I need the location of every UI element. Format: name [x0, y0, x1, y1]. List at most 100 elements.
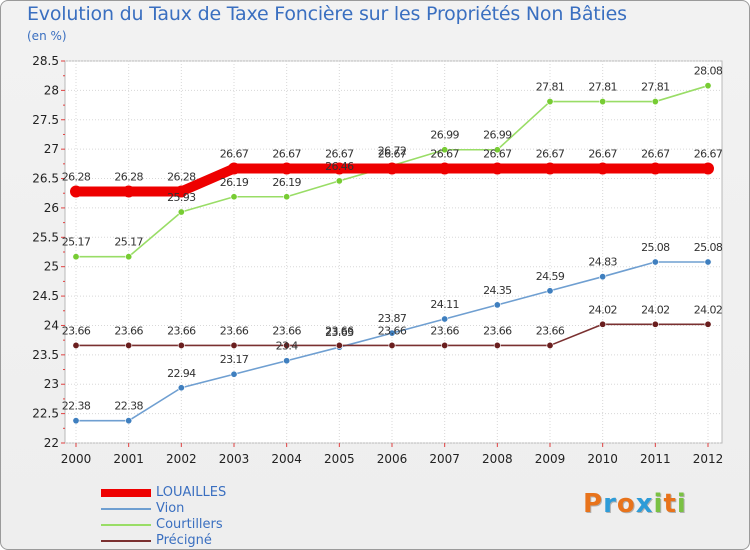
- data-point: [599, 98, 607, 106]
- y-tick-label: 24.5: [32, 289, 59, 303]
- x-tick-label: 2005: [324, 452, 355, 466]
- data-label: 26.99: [430, 129, 459, 142]
- x-tick-label: 2006: [377, 452, 408, 466]
- data-point: [283, 193, 291, 201]
- y-tick-label: 23: [44, 377, 59, 391]
- x-tick-label: 2001: [113, 452, 144, 466]
- data-label: 23.66: [378, 324, 407, 337]
- data-label: 26.67: [325, 148, 354, 161]
- data-point: [177, 341, 185, 349]
- legend-swatch: [101, 524, 151, 526]
- data-label: 27.81: [588, 81, 617, 94]
- legend-swatch: [101, 489, 151, 497]
- data-point: [280, 162, 293, 175]
- data-label: 25.17: [62, 236, 91, 249]
- data-label: 25.17: [114, 236, 143, 249]
- x-tick-label: 2011: [640, 452, 671, 466]
- legend-swatch: [101, 508, 151, 510]
- x-tick-label: 2003: [219, 452, 250, 466]
- data-point: [72, 417, 80, 425]
- data-point: [651, 320, 659, 328]
- x-tick-label: 2012: [693, 452, 724, 466]
- data-label: 26.67: [272, 148, 301, 161]
- data-point: [230, 193, 238, 201]
- data-label: 24.11: [430, 298, 459, 311]
- data-label: 26.99: [483, 129, 512, 142]
- proxiti-logo: Proxiti: [583, 489, 687, 519]
- y-tick-label: 28.5: [32, 54, 59, 68]
- legend-label: Vion: [156, 501, 185, 516]
- data-label: 22.38: [62, 400, 91, 413]
- y-tick-label: 27.5: [32, 113, 59, 127]
- data-label: 26.67: [536, 148, 565, 161]
- data-point: [230, 370, 238, 378]
- data-point: [125, 253, 133, 261]
- data-point: [230, 341, 238, 349]
- data-label: 23.66: [430, 324, 459, 337]
- data-point: [441, 341, 449, 349]
- data-label-layer: 26.28 26.28 26.28 26.67 26.67 26.67 26.67 26.67…: [62, 65, 724, 413]
- data-point: [651, 258, 659, 266]
- y-tick-label: 27: [44, 142, 59, 156]
- x-tick-label: 2008: [482, 452, 513, 466]
- data-label: 25.93: [167, 191, 196, 204]
- data-label: 26.67: [430, 148, 459, 161]
- data-label: 24.02: [694, 303, 723, 316]
- data-point: [283, 341, 291, 349]
- data-label: 26.19: [220, 176, 249, 189]
- data-point: [704, 258, 712, 266]
- data-label: 24.02: [588, 303, 617, 316]
- series-layer: [70, 82, 714, 425]
- data-point: [177, 384, 185, 392]
- data-label: 26.67: [220, 148, 249, 161]
- data-label: 26.19: [272, 176, 301, 189]
- data-label: 24.35: [483, 284, 512, 297]
- data-label: 22.94: [167, 367, 196, 380]
- y-tick-label: 22: [44, 436, 59, 450]
- data-point: [596, 162, 609, 175]
- data-label: 23.4: [276, 340, 299, 353]
- chart-title: Evolution du Taux de Taxe Foncière sur l…: [27, 3, 627, 25]
- legend-label: Précigné: [156, 533, 212, 548]
- data-label: 23.66: [220, 324, 249, 337]
- data-label: 26.72: [378, 145, 407, 158]
- data-point: [125, 341, 133, 349]
- data-label: 26.28: [62, 170, 91, 183]
- data-label: 26.28: [167, 170, 196, 183]
- data-point: [704, 82, 712, 90]
- data-point: [72, 341, 80, 349]
- data-label: 26.67: [694, 148, 723, 161]
- data-label: 26.28: [114, 170, 143, 183]
- data-label: 26.67: [641, 148, 670, 161]
- data-point: [228, 162, 240, 175]
- data-point: [493, 146, 501, 154]
- data-label: 23.66: [62, 324, 91, 337]
- data-point: [546, 98, 554, 106]
- data-point: [599, 320, 607, 328]
- data-point: [335, 177, 343, 185]
- data-point: [649, 162, 662, 175]
- data-point: [493, 341, 501, 349]
- legend-label: LOUAILLES: [156, 485, 227, 500]
- data-point: [386, 162, 398, 175]
- x-tick-label: 2002: [166, 452, 197, 466]
- data-point: [441, 146, 449, 154]
- data-label: 24.02: [641, 303, 670, 316]
- y-tick-label: 22.5: [32, 407, 59, 421]
- y-tick-label: 23.5: [32, 348, 59, 362]
- grid-layer: [64, 60, 723, 444]
- data-point: [438, 162, 451, 175]
- y-tick-label: 26: [44, 201, 59, 215]
- data-point: [651, 98, 659, 106]
- x-tick-label: 2009: [535, 452, 566, 466]
- data-label: 23.66: [114, 324, 143, 337]
- y-tick-label: 25: [44, 260, 59, 274]
- x-tick-label: 2007: [429, 452, 460, 466]
- data-label: 27.81: [536, 81, 565, 94]
- data-label: 25.08: [694, 241, 723, 254]
- data-point: [177, 208, 185, 216]
- data-point: [122, 185, 135, 198]
- data-label: 26.67: [588, 148, 617, 161]
